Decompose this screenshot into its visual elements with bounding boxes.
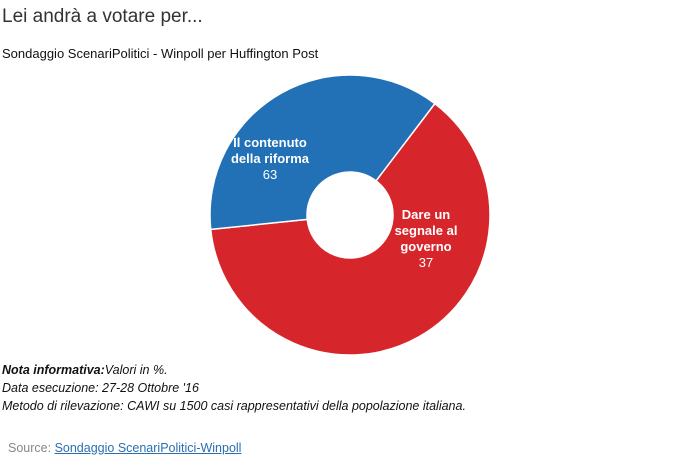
slice-2 (209, 74, 436, 231)
source-prefix: Source: (8, 441, 55, 455)
slice-2-value-label: 37 (419, 255, 433, 270)
notes-line-1: Nota informativa:Valori in %. (2, 361, 466, 379)
slice-1-label-line-1: Il contenuto (233, 135, 307, 150)
notes-date: Data esecuzione: 27-28 Ottobre '16 (2, 381, 199, 395)
notes-text: Valori in %. (104, 363, 168, 377)
chart-subtitle: Sondaggio ScenariPolitici - Winpoll per … (2, 46, 319, 61)
slice-2-label-line-1: Dare un (402, 207, 450, 222)
notes-heading: Nota informativa: (2, 363, 105, 377)
slice-1-value-label: 63 (263, 167, 277, 182)
slice-2-label-line-3: governo (400, 239, 451, 254)
notes-method: Metodo di rilevazione: CAWI su 1500 casi… (2, 399, 466, 413)
source-link[interactable]: Sondaggio ScenariPolitici-Winpoll (54, 441, 242, 455)
source-line: Source: Sondaggio ScenariPolitici-Winpol… (8, 441, 241, 455)
slice-1-label-line-2: della riforma (231, 151, 310, 166)
chart-title: Lei andrà a votare per... (2, 6, 203, 27)
slice-2-label-line-2: segnale al (395, 223, 458, 238)
notes-block: Nota informativa:Valori in %. Data esecu… (2, 361, 466, 415)
slice-1 (209, 102, 491, 356)
